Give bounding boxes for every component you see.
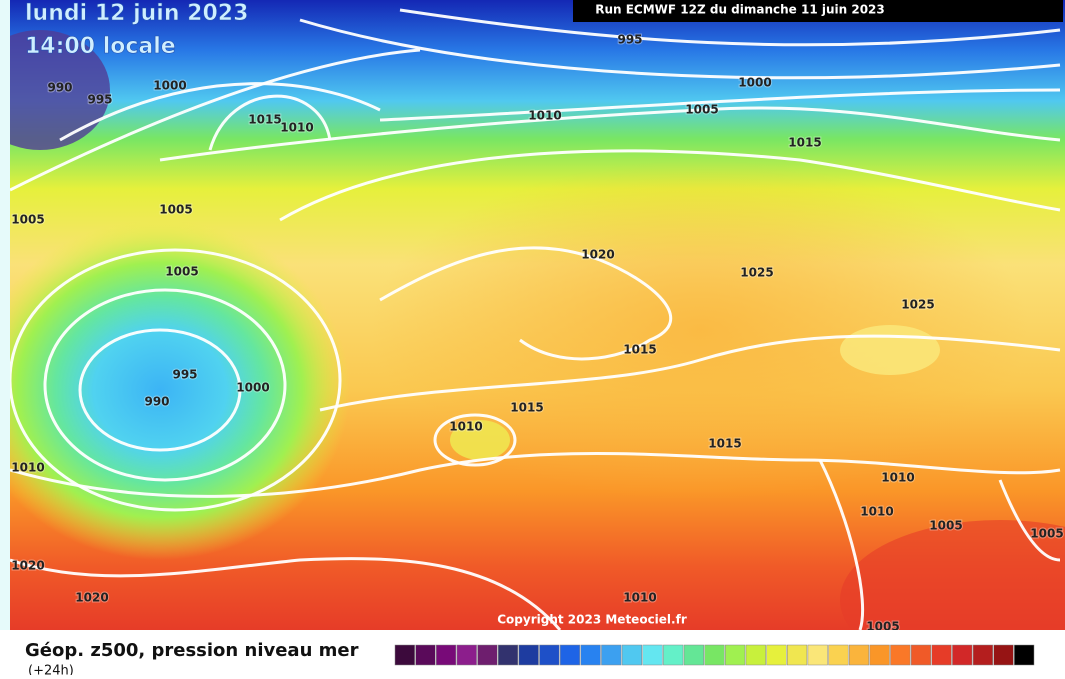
color-swatch [663, 644, 684, 666]
color-swatch [787, 644, 808, 666]
isobar-label: 995 [172, 368, 197, 382]
color-swatch [497, 644, 519, 666]
isobar-label: 990 [144, 395, 169, 409]
isobar-label: 1010 [881, 471, 914, 485]
date: lundi 12 juin 2023 [25, 1, 248, 26]
color-swatch [601, 644, 622, 666]
isobar-label: 1005 [159, 203, 192, 217]
isobar-label: 990 [47, 81, 72, 95]
color-swatch [436, 644, 457, 666]
color-swatch [642, 644, 663, 666]
isobar-label: 1010 [528, 109, 561, 123]
color-swatch [415, 644, 436, 666]
isobar-label: 1005 [866, 620, 899, 634]
color-swatch [993, 644, 1014, 666]
isobar-label: 1025 [901, 298, 934, 312]
color-swatch [559, 644, 581, 666]
color-swatch [952, 644, 973, 666]
color-swatch [518, 644, 539, 666]
isobar-label: 1025 [740, 266, 773, 280]
color-swatch [745, 644, 766, 666]
color-swatch [456, 644, 477, 666]
color-swatch [621, 644, 642, 666]
isobar-label: 1015 [788, 136, 821, 150]
isobar-label: 1000 [738, 76, 771, 90]
color-swatch [828, 644, 849, 666]
isobar-label: 1015 [708, 437, 741, 451]
isobar-label: 1000 [236, 381, 269, 395]
color-swatch [704, 644, 725, 666]
color-swatch [683, 644, 704, 666]
isobar-label: 1020 [11, 559, 44, 573]
color-swatch [539, 644, 560, 666]
isobar-label: 1010 [860, 505, 893, 519]
isobar-label: 1005 [1030, 527, 1063, 541]
color-swatch [394, 644, 415, 666]
run-banner [573, 0, 1063, 22]
isobar-label: 1015 [623, 343, 656, 357]
color-swatch [910, 644, 932, 666]
isobar-label: 995 [87, 93, 112, 107]
color-swatch [972, 644, 993, 666]
time: 14:00 locale [25, 34, 176, 59]
color-swatch [580, 644, 601, 666]
isobar-label: 1005 [685, 103, 718, 117]
run-info: Run ECMWF 12Z du dimanche 11 juin 2023 [595, 3, 885, 17]
color-swatch [931, 644, 952, 666]
color-swatch [807, 644, 828, 666]
isobar-label: 1010 [280, 121, 313, 135]
color-swatch [848, 644, 870, 666]
isobar-label: 1015 [248, 113, 281, 127]
isobar-label: 1005 [165, 265, 198, 279]
color-swatch [890, 644, 911, 666]
legend-subtitle: (+24h) [28, 664, 74, 676]
isobar-label: 1010 [449, 420, 482, 434]
isobar-label: 1010 [11, 461, 44, 475]
legend-title: Géop. z500, pression niveau mer [25, 640, 359, 661]
isobar-label: 1015 [510, 401, 543, 415]
isobar-label: 1010 [623, 591, 656, 605]
color-swatch [725, 644, 746, 666]
color-swatch [766, 644, 787, 666]
color-swatch [869, 644, 890, 666]
copyright: Copyright 2023 Meteociel.fr [497, 613, 687, 627]
isobar-label: 1020 [75, 591, 108, 605]
isobar-label: 1000 [153, 79, 186, 93]
frame [0, 0, 10, 630]
isobar-label: 1005 [11, 213, 44, 227]
isobar-label: 1020 [581, 248, 614, 262]
color-swatch [477, 644, 498, 666]
isobar-label: 1005 [929, 519, 962, 533]
color-swatch [1014, 644, 1035, 666]
isobar-label: 995 [617, 33, 642, 47]
